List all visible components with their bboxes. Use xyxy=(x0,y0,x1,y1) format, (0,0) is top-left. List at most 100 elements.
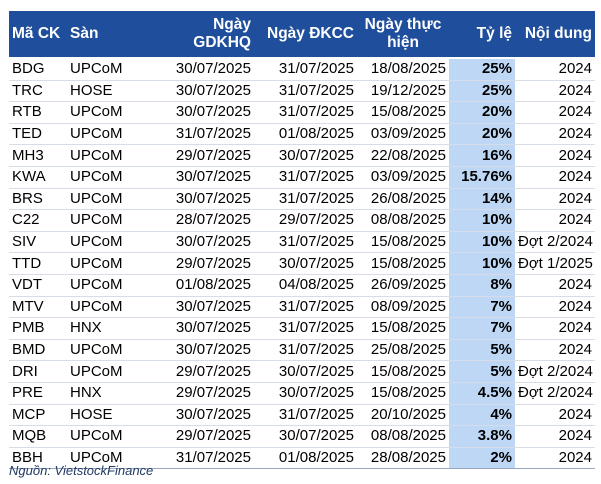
cell-ngay-gdkhq: 29/07/2025 xyxy=(151,382,254,405)
cell-ma-ck: SIV xyxy=(9,231,67,254)
cell-ngay-gdkhq: 29/07/2025 xyxy=(151,360,254,383)
cell-noi-dung: Đợt 2/2024 xyxy=(515,382,595,405)
cell-san: UPCoM xyxy=(67,188,151,211)
table-row: TTD UPCoM 29/07/2025 30/07/2025 15/08/2025 10… xyxy=(9,252,595,275)
table-row: BDG UPCoM 30/07/2025 31/07/2025 18/08/2025 25… xyxy=(9,58,595,81)
cell-ma-ck: VDT xyxy=(9,274,67,297)
cell-san: HNX xyxy=(67,317,151,340)
cell-san: UPCoM xyxy=(67,425,151,448)
cell-ngay-gdkhq: 29/07/2025 xyxy=(151,425,254,448)
table-row: RTB UPCoM 30/07/2025 31/07/2025 15/08/2025 20… xyxy=(9,101,595,124)
cell-san: UPCoM xyxy=(67,144,151,167)
cell-noi-dung: Đợt 2/2024 xyxy=(515,360,595,383)
cell-ngay-gdkhq: 30/07/2025 xyxy=(151,101,254,124)
cell-ngay-gdkhq: 29/07/2025 xyxy=(151,144,254,167)
cell-ma-ck: MTV xyxy=(9,296,67,319)
cell-ty-le: 14% xyxy=(449,188,515,211)
cell-noi-dung: 2024 xyxy=(515,425,595,448)
cell-ty-le: 5% xyxy=(449,360,515,383)
cell-noi-dung: 2024 xyxy=(515,58,595,81)
cell-san: UPCoM xyxy=(67,339,151,362)
cell-ma-ck: BBH xyxy=(9,447,67,470)
table-row: MH3 UPCoM 29/07/2025 30/07/2025 22/08/2025 16… xyxy=(9,144,595,167)
cell-noi-dung: 2024 xyxy=(515,317,595,340)
table-header: Mã CK Sàn Ngày GDKHQ Ngày ĐKCC Ngày thực… xyxy=(9,11,595,59)
cell-noi-dung: 2024 xyxy=(515,296,595,319)
cell-ngay-thuc-hien: 22/08/2025 xyxy=(357,144,449,167)
cell-ma-ck: MH3 xyxy=(9,144,67,167)
cell-san: UPCoM xyxy=(67,166,151,189)
cell-noi-dung: 2024 xyxy=(515,123,595,146)
header-ngay-thuc-hien: Ngày thực hiện xyxy=(357,11,449,59)
cell-ngay-gdkhq: 30/07/2025 xyxy=(151,80,254,103)
cell-ngay-thuc-hien: 19/12/2025 xyxy=(357,80,449,103)
cell-ngay-dkcc: 31/07/2025 xyxy=(254,317,357,340)
cell-ngay-gdkhq: 30/07/2025 xyxy=(151,231,254,254)
cell-ty-le: 2% xyxy=(449,447,515,470)
cell-ty-le: 20% xyxy=(449,101,515,124)
cell-san: HNX xyxy=(67,382,151,405)
cell-ngay-thuc-hien: 25/08/2025 xyxy=(357,339,449,362)
cell-ngay-dkcc: 31/07/2025 xyxy=(254,339,357,362)
cell-ngay-dkcc: 30/07/2025 xyxy=(254,382,357,405)
table-row: SIV UPCoM 30/07/2025 31/07/2025 15/08/2025 10… xyxy=(9,231,595,254)
cell-san: UPCoM xyxy=(67,209,151,232)
cell-noi-dung: 2024 xyxy=(515,101,595,124)
cell-san: UPCoM xyxy=(67,58,151,81)
cell-ty-le: 20% xyxy=(449,123,515,146)
header-ma-ck: Mã CK xyxy=(9,11,67,59)
cell-san: UPCoM xyxy=(67,231,151,254)
cell-ngay-dkcc: 31/07/2025 xyxy=(254,166,357,189)
cell-ty-le: 7% xyxy=(449,317,515,340)
cell-san: HOSE xyxy=(67,404,151,427)
table-row: KWA UPCoM 30/07/2025 31/07/2025 03/09/2025 15… xyxy=(9,166,595,189)
cell-ngay-dkcc: 29/07/2025 xyxy=(254,209,357,232)
cell-ngay-dkcc: 30/07/2025 xyxy=(254,360,357,383)
cell-noi-dung: 2024 xyxy=(515,188,595,211)
cell-ngay-dkcc: 31/07/2025 xyxy=(254,231,357,254)
table-body: BDG UPCoM 30/07/2025 31/07/2025 18/08/2025 25… xyxy=(9,58,595,470)
cell-ma-ck: TRC xyxy=(9,80,67,103)
cell-ngay-gdkhq: 31/07/2025 xyxy=(151,447,254,470)
cell-ngay-gdkhq: 30/07/2025 xyxy=(151,317,254,340)
cell-ma-ck: MCP xyxy=(9,404,67,427)
cell-ty-le: 10% xyxy=(449,209,515,232)
cell-ngay-thuc-hien: 20/10/2025 xyxy=(357,404,449,427)
table-row: TRC HOSE 30/07/2025 31/07/2025 19/12/2025 25%… xyxy=(9,80,595,103)
cell-ngay-dkcc: 31/07/2025 xyxy=(254,58,357,81)
cell-noi-dung: 2024 xyxy=(515,447,595,470)
cell-ma-ck: TTD xyxy=(9,252,67,275)
cell-ma-ck: KWA xyxy=(9,166,67,189)
cell-ngay-gdkhq: 31/07/2025 xyxy=(151,123,254,146)
cell-ngay-dkcc: 31/07/2025 xyxy=(254,80,357,103)
cell-ty-le: 5% xyxy=(449,339,515,362)
cell-ma-ck: BMD xyxy=(9,339,67,362)
table-row: MTV UPCoM 30/07/2025 31/07/2025 08/09/2025 7%… xyxy=(9,296,595,319)
cell-san: UPCoM xyxy=(67,447,151,470)
cell-noi-dung: 2024 xyxy=(515,80,595,103)
cell-ty-le: 4.5% xyxy=(449,382,515,405)
cell-ma-ck: PRE xyxy=(9,382,67,405)
cell-ty-le: 3.8% xyxy=(449,425,515,448)
cell-san: UPCoM xyxy=(67,123,151,146)
cell-san: UPCoM xyxy=(67,252,151,275)
cell-ngay-thuc-hien: 26/09/2025 xyxy=(357,274,449,297)
cell-ngay-thuc-hien: 08/08/2025 xyxy=(357,209,449,232)
cell-ngay-gdkhq: 30/07/2025 xyxy=(151,339,254,362)
table-row: VDT UPCoM 01/08/2025 04/08/2025 26/09/2025 8%… xyxy=(9,274,595,297)
cell-ma-ck: PMB xyxy=(9,317,67,340)
cell-ngay-gdkhq: 29/07/2025 xyxy=(151,252,254,275)
cell-ngay-thuc-hien: 15/08/2025 xyxy=(357,231,449,254)
cell-ma-ck: BRS xyxy=(9,188,67,211)
table-row: MQB UPCoM 29/07/2025 30/07/2025 08/08/2025 3.… xyxy=(9,425,595,448)
cell-ty-le: 10% xyxy=(449,231,515,254)
cell-san: UPCoM xyxy=(67,296,151,319)
header-noi-dung: Nội dung xyxy=(515,11,595,59)
cell-ngay-gdkhq: 30/07/2025 xyxy=(151,166,254,189)
cell-ngay-dkcc: 30/07/2025 xyxy=(254,144,357,167)
table-row: PMB HNX 30/07/2025 31/07/2025 15/08/2025 7% 20… xyxy=(9,317,595,340)
cell-ngay-dkcc: 31/07/2025 xyxy=(254,188,357,211)
cell-ty-le: 25% xyxy=(449,58,515,81)
cell-ma-ck: C22 xyxy=(9,209,67,232)
cell-ma-ck: RTB xyxy=(9,101,67,124)
